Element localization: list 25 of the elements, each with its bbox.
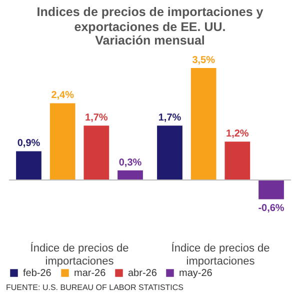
legend-label: abr-26 — [128, 268, 158, 279]
bar — [118, 170, 143, 180]
bar — [190, 68, 216, 180]
chart-subtitle: Variación mensual — [95, 34, 205, 48]
data-label: 0,3% — [118, 157, 142, 168]
data-label: 1,7% — [85, 112, 108, 124]
data-label: -0,6% — [258, 203, 284, 214]
legend-label: feb-26 — [23, 268, 52, 279]
source-note: FUENTE: U.S. BUREAU OF LABOR STATISTICS — [6, 283, 184, 292]
data-label: 1,7% — [158, 112, 182, 124]
bar — [157, 126, 182, 180]
bar — [16, 151, 42, 180]
data-label: 3,5% — [192, 55, 216, 66]
bar — [50, 103, 76, 180]
x-tick-label: Índice de precios de importaciones — [30, 242, 129, 268]
x-tick-label: Índice de precios de importaciones — [171, 242, 270, 268]
legend-label: may-26 — [179, 268, 213, 279]
bar — [84, 126, 110, 180]
data-label: 2,4% — [51, 90, 74, 102]
bar — [258, 180, 284, 200]
legend-label: mar-26 — [74, 268, 106, 279]
data-label: 1,2% — [226, 128, 249, 140]
chart-title: Indices de precios de importaciones y exportaciones de EE. UU. — [36, 5, 264, 34]
data-label: 0,9% — [17, 138, 40, 150]
bar — [224, 142, 250, 180]
